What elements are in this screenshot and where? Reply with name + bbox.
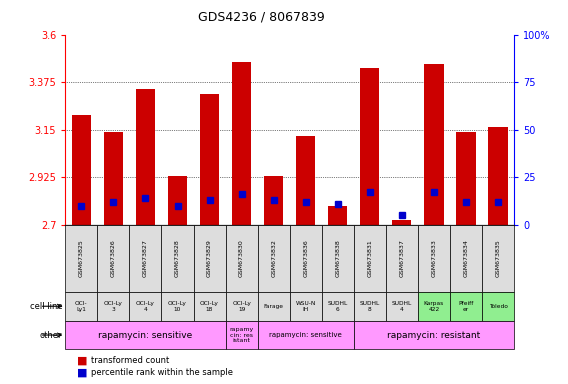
Text: OCI-
Ly1: OCI- Ly1 [75,301,87,312]
Text: percentile rank within the sample: percentile rank within the sample [91,368,233,377]
Text: OCI-Ly
10: OCI-Ly 10 [168,301,187,312]
Bar [130,292,161,321]
Bar [72,115,91,225]
Text: SUDHL
4: SUDHL 4 [392,301,412,312]
Bar [97,225,130,292]
Text: Karpas
422: Karpas 422 [424,301,444,312]
Text: GSM673830: GSM673830 [239,239,244,277]
Bar [450,292,482,321]
Bar [194,292,225,321]
Text: rapamycin: sensitive: rapamycin: sensitive [269,332,342,338]
Bar [392,220,411,225]
Text: WSU-N
IH: WSU-N IH [295,301,316,312]
Bar [232,62,251,225]
Bar [65,321,225,349]
Bar [168,176,187,225]
Text: ■: ■ [77,355,87,365]
Text: rapamycin: sensitive: rapamycin: sensitive [98,331,193,339]
Bar [225,225,258,292]
Bar [258,292,290,321]
Bar [450,225,482,292]
Bar [225,292,258,321]
Bar [354,292,386,321]
Text: OCI-Ly
4: OCI-Ly 4 [136,301,155,312]
Text: GSM673834: GSM673834 [463,239,469,277]
Text: GSM673825: GSM673825 [79,239,84,277]
Text: OCI-Ly
3: OCI-Ly 3 [104,301,123,312]
Bar [65,225,97,292]
Bar [136,89,155,225]
Bar [65,292,97,321]
Bar [321,292,354,321]
Bar [264,176,283,225]
Text: GSM673837: GSM673837 [399,239,404,277]
Text: GSM673831: GSM673831 [367,239,372,277]
Bar [194,225,225,292]
Bar [130,225,161,292]
Bar [418,225,450,292]
Text: GSM673828: GSM673828 [175,239,180,277]
Text: SUDHL
6: SUDHL 6 [328,301,348,312]
Bar [360,68,379,225]
Text: other: other [40,331,62,339]
Bar [200,94,219,225]
Bar [482,292,514,321]
Bar [225,321,258,349]
Text: GSM673827: GSM673827 [143,239,148,277]
Bar [258,321,354,349]
Bar [104,132,123,225]
Text: Pfeiff
er: Pfeiff er [458,301,474,312]
Bar [488,127,508,225]
Bar [354,321,514,349]
Bar [386,292,418,321]
Bar [321,225,354,292]
Bar [290,292,321,321]
Bar [161,225,194,292]
Bar [258,225,290,292]
Bar [161,292,194,321]
Text: GSM673835: GSM673835 [495,239,500,277]
Text: ■: ■ [77,367,87,377]
Text: Farage: Farage [264,304,283,309]
Text: GSM673829: GSM673829 [207,239,212,277]
Bar [328,206,348,225]
Text: GSM673838: GSM673838 [335,239,340,277]
Text: GSM673826: GSM673826 [111,239,116,277]
Bar [424,64,444,225]
Bar [290,225,321,292]
Bar [456,132,475,225]
Bar [97,292,130,321]
Text: GSM673832: GSM673832 [271,239,276,277]
Text: Toledo: Toledo [488,304,507,309]
Bar [296,136,315,225]
Text: OCI-Ly
19: OCI-Ly 19 [232,301,251,312]
Bar [418,292,450,321]
Text: transformed count: transformed count [91,356,169,365]
Text: GSM673836: GSM673836 [303,239,308,277]
Text: SUDHL
8: SUDHL 8 [360,301,380,312]
Text: cell line: cell line [30,302,62,311]
Text: GSM673833: GSM673833 [432,239,436,277]
Text: rapamy
cin: res
istant: rapamy cin: res istant [229,327,254,343]
Text: GDS4236 / 8067839: GDS4236 / 8067839 [198,10,325,23]
Bar [354,225,386,292]
Text: rapamycin: resistant: rapamycin: resistant [387,331,481,339]
Bar [386,225,418,292]
Text: OCI-Ly
18: OCI-Ly 18 [200,301,219,312]
Bar [482,225,514,292]
